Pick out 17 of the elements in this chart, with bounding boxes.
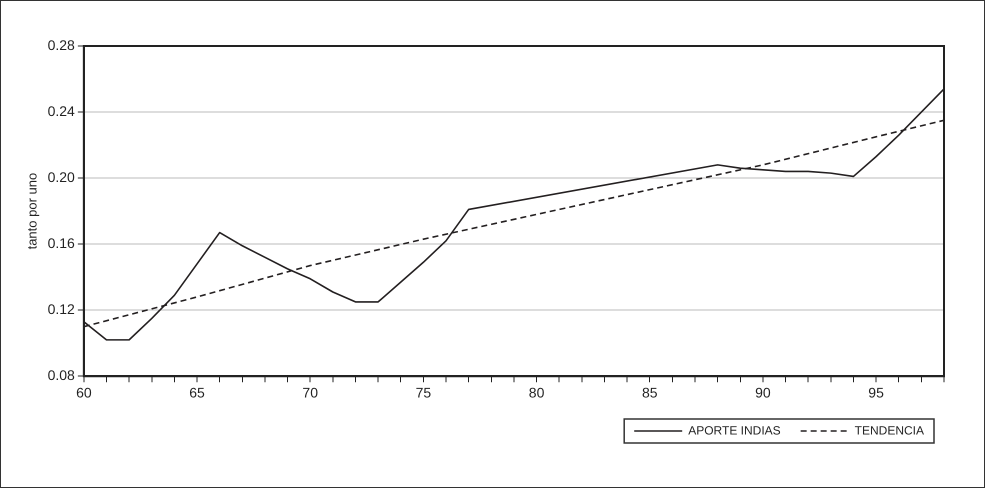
x-tick-label: 80 (528, 384, 545, 400)
x-tick-label: 70 (302, 384, 318, 400)
legend-label: APORTE INDIAS (688, 423, 781, 438)
x-tick-label: 75 (416, 384, 432, 400)
x-tick-label: 60 (76, 384, 92, 400)
y-tick-label: 0.28 (48, 36, 76, 53)
x-tick-label: 65 (189, 384, 206, 400)
y-axis-title: tanto por uno (24, 172, 40, 250)
x-tick-label: 95 (868, 384, 884, 400)
legend-label: TENDENCIA (854, 423, 924, 438)
y-tick-label: 0.20 (48, 168, 76, 185)
y-tick-label: 0.12 (48, 301, 76, 318)
y-tick-label: 0.16 (48, 234, 76, 251)
y-tick-label: 0.08 (48, 367, 76, 384)
x-tick-label: 85 (642, 384, 658, 400)
x-tick-label: 90 (755, 384, 771, 400)
y-tick-label: 0.24 (48, 102, 76, 119)
